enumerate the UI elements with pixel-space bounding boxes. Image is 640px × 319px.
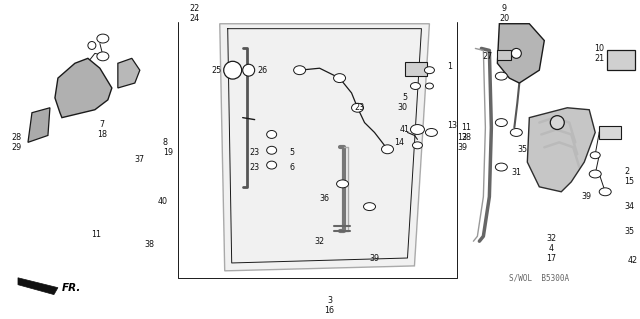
Text: S/WOL  B5300A: S/WOL B5300A — [509, 273, 570, 282]
Polygon shape — [497, 24, 544, 83]
Text: 31: 31 — [511, 167, 522, 176]
Text: 9
20: 9 20 — [499, 4, 509, 23]
Text: 13: 13 — [447, 121, 458, 130]
Text: 42: 42 — [627, 256, 637, 265]
Ellipse shape — [599, 188, 611, 196]
Polygon shape — [527, 108, 595, 192]
Bar — [406, 62, 428, 76]
Ellipse shape — [267, 130, 276, 138]
Ellipse shape — [590, 152, 600, 159]
Ellipse shape — [364, 203, 376, 211]
Text: 41: 41 — [399, 125, 410, 134]
Text: 22
24: 22 24 — [189, 4, 200, 23]
Ellipse shape — [294, 66, 306, 75]
Ellipse shape — [426, 129, 437, 137]
Polygon shape — [220, 24, 429, 271]
Ellipse shape — [495, 72, 508, 80]
Ellipse shape — [97, 34, 109, 43]
Text: 26: 26 — [258, 66, 268, 75]
Polygon shape — [55, 58, 112, 118]
Ellipse shape — [267, 146, 276, 154]
Bar — [497, 50, 511, 60]
Text: 5
30: 5 30 — [397, 93, 408, 112]
Text: 23: 23 — [250, 163, 260, 172]
Polygon shape — [18, 278, 58, 294]
Text: FR.: FR. — [62, 283, 81, 293]
Text: 39: 39 — [581, 192, 591, 201]
Polygon shape — [28, 108, 50, 142]
Circle shape — [550, 116, 564, 130]
Text: 39: 39 — [369, 254, 380, 263]
Text: 2
15: 2 15 — [624, 167, 634, 187]
Ellipse shape — [495, 163, 508, 171]
Ellipse shape — [410, 83, 420, 89]
Text: 12
39: 12 39 — [457, 133, 467, 152]
Text: 34: 34 — [624, 202, 634, 211]
Text: 32
4
17: 32 4 17 — [546, 234, 556, 263]
Text: 5: 5 — [290, 148, 295, 157]
Text: 27: 27 — [482, 52, 492, 61]
Polygon shape — [118, 58, 140, 88]
Text: 3
16: 3 16 — [324, 296, 335, 315]
Text: 23: 23 — [355, 103, 365, 112]
Text: 10
21: 10 21 — [594, 44, 604, 63]
Text: 37: 37 — [134, 155, 145, 164]
Ellipse shape — [426, 83, 433, 89]
Text: 36: 36 — [319, 194, 330, 203]
Circle shape — [511, 48, 522, 58]
Ellipse shape — [510, 129, 522, 137]
Ellipse shape — [410, 124, 424, 134]
Ellipse shape — [337, 180, 349, 188]
Bar — [599, 126, 621, 139]
Text: 35: 35 — [517, 145, 527, 154]
Text: 25: 25 — [211, 66, 221, 75]
Text: 23: 23 — [250, 148, 260, 157]
Text: 11
38: 11 38 — [461, 123, 472, 142]
Circle shape — [224, 61, 242, 79]
Text: 40: 40 — [158, 197, 168, 206]
Text: 1: 1 — [447, 62, 452, 71]
Text: 35: 35 — [624, 227, 634, 236]
Ellipse shape — [599, 129, 611, 137]
Text: 8
19: 8 19 — [163, 138, 173, 157]
Text: 32: 32 — [314, 237, 324, 246]
Ellipse shape — [424, 67, 435, 74]
Text: 7
18: 7 18 — [97, 120, 107, 139]
Bar — [607, 50, 635, 70]
Ellipse shape — [97, 52, 109, 61]
Text: 11: 11 — [91, 230, 101, 239]
Text: 28
29: 28 29 — [12, 133, 22, 152]
Circle shape — [243, 64, 255, 76]
Ellipse shape — [589, 170, 601, 178]
Ellipse shape — [495, 119, 508, 127]
Text: 14: 14 — [394, 138, 404, 147]
Text: 6: 6 — [290, 163, 294, 172]
Ellipse shape — [381, 145, 394, 154]
Ellipse shape — [88, 41, 96, 49]
Text: 38: 38 — [145, 240, 155, 249]
Ellipse shape — [267, 161, 276, 169]
Ellipse shape — [333, 74, 346, 83]
Ellipse shape — [351, 103, 364, 112]
Ellipse shape — [412, 142, 422, 149]
